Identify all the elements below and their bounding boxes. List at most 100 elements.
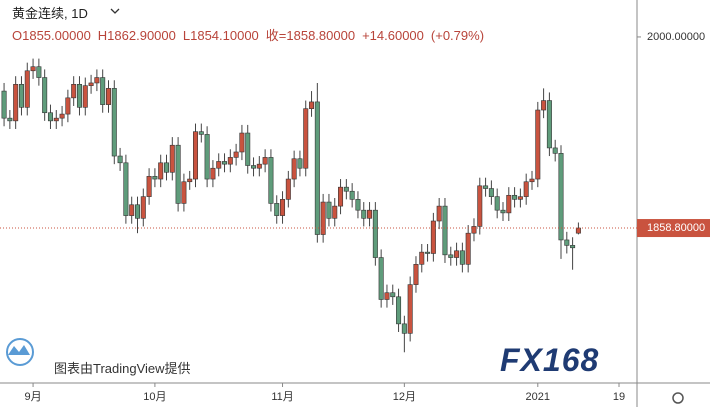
x-tick-label: 11月 <box>271 391 293 403</box>
candle-body <box>42 77 48 114</box>
candle-body <box>320 201 326 235</box>
candle-body <box>18 84 24 108</box>
candle-body <box>134 204 140 219</box>
candle-body <box>7 117 13 122</box>
candle-body <box>36 66 42 78</box>
candle-body <box>413 264 419 285</box>
tv-logo-ring <box>6 338 34 366</box>
candle-body <box>338 186 344 207</box>
candle-body <box>390 292 396 298</box>
candle-body <box>181 181 187 204</box>
candle-body <box>1 90 7 119</box>
candle-body <box>204 134 210 180</box>
candle-body <box>407 284 413 334</box>
legend-item: H1862.90000 <box>97 28 176 43</box>
candle-body <box>146 176 152 197</box>
candle-body <box>222 161 228 165</box>
candle-body <box>558 153 564 241</box>
candle-body <box>448 254 454 258</box>
candle-body <box>280 199 286 216</box>
candle-body <box>47 112 53 122</box>
candle-body <box>262 157 268 165</box>
x-tick-label: 12月 <box>393 391 416 403</box>
candle-body <box>88 82 94 86</box>
candle-body <box>332 205 338 219</box>
candle-body <box>355 199 361 211</box>
candle-body <box>384 292 390 300</box>
candle-body <box>256 163 262 169</box>
candle-body <box>303 108 309 169</box>
candle-body <box>343 186 349 192</box>
candle-body <box>245 132 251 166</box>
candle-body <box>216 161 222 169</box>
candle-body <box>436 205 442 222</box>
candle-body <box>59 113 65 119</box>
candle-body <box>123 162 129 216</box>
legend-item: O1855.00000 <box>12 28 91 43</box>
candle-body <box>30 66 36 72</box>
candle-body <box>401 323 407 334</box>
tv-logo-icon <box>8 345 30 355</box>
candle-body <box>169 144 175 173</box>
candle-body <box>152 176 158 180</box>
chart-title[interactable]: 黄金连续, 1D <box>12 6 88 21</box>
candle-body <box>164 162 170 173</box>
candle-body <box>239 132 245 153</box>
legend-item: 收=1858.80000 <box>265 28 356 43</box>
candle-body <box>291 158 297 180</box>
candle-body <box>233 151 239 158</box>
last-price-label: 1858.80000 <box>647 222 705 234</box>
legend-item: (+0.79%) <box>430 28 485 43</box>
legend-item: +14.60000 <box>362 28 424 43</box>
candle-body <box>541 100 547 111</box>
candle-body <box>326 201 332 219</box>
candle-body <box>227 157 233 165</box>
candle-body <box>100 77 106 105</box>
candle-body <box>535 109 541 180</box>
settings-icon[interactable] <box>672 392 684 404</box>
candle-body <box>552 147 558 154</box>
candle-body <box>117 155 123 164</box>
candle-body <box>297 158 303 169</box>
candle-body <box>82 85 88 108</box>
candle-body <box>309 101 315 109</box>
candle-body <box>198 131 204 135</box>
candle-body <box>71 84 77 99</box>
candle-body <box>361 209 367 219</box>
y-tick-label: 2000.00000 <box>647 31 705 43</box>
candle-body <box>517 196 523 200</box>
candle-body <box>140 196 146 219</box>
candle-body <box>285 178 291 200</box>
candle-body <box>483 185 489 189</box>
candle-body <box>372 209 378 258</box>
candle-body <box>111 88 117 157</box>
candle-body <box>378 257 384 300</box>
candle-body <box>105 88 111 105</box>
candle-body <box>13 84 19 122</box>
candle-body <box>546 100 552 149</box>
candle-body <box>494 196 500 211</box>
candle-body <box>425 251 431 254</box>
candle-body <box>274 203 280 216</box>
candle-body <box>210 167 216 180</box>
candle-body <box>193 131 199 180</box>
x-tick-label: 19 <box>613 391 625 403</box>
candle-body <box>94 77 100 84</box>
x-tick-label: 2021 <box>526 391 550 403</box>
candle-body <box>396 296 402 325</box>
candle-body <box>454 250 460 258</box>
ohlc-legend: O1855.00000 H1862.90000 L1854.10000 收=1858.… <box>12 25 491 44</box>
candle-body <box>442 205 448 256</box>
candle-body <box>500 209 506 214</box>
candle-body <box>570 245 576 249</box>
candle-body <box>187 178 193 183</box>
candle-body <box>158 162 164 180</box>
candle-body <box>367 209 373 219</box>
legend-item: L1854.10000 <box>182 28 259 43</box>
dropdown-chevron[interactable] <box>110 8 120 14</box>
candle-body <box>488 188 494 197</box>
candle-body <box>471 226 477 234</box>
candle-body <box>512 194 518 200</box>
